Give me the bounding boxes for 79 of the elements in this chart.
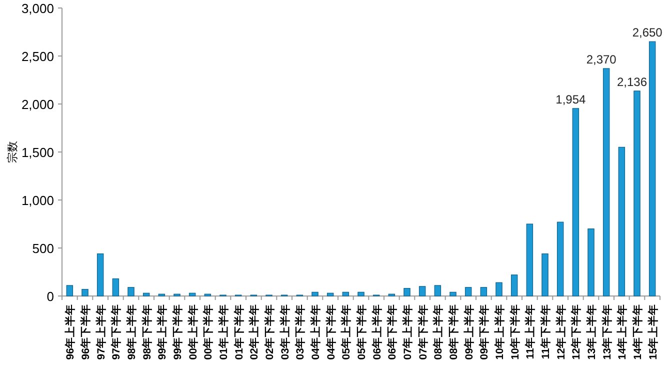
bar	[358, 292, 364, 296]
data-label: 2,136	[616, 74, 648, 89]
x-tick-label: 02年下半年	[263, 304, 276, 360]
bar	[342, 292, 350, 296]
x-tick-label: 15年上半年	[646, 304, 660, 360]
x-tick-label: 12年下半年	[570, 304, 583, 360]
bar	[188, 292, 196, 296]
x-tick-label: 14年下半年	[631, 304, 644, 360]
x-tick-label: 13年上半年	[585, 304, 598, 360]
x-tick-label: 00年上半年	[186, 304, 200, 360]
x-tick-label: 06年下半年	[386, 304, 399, 360]
x-tick-label: 03年上半年	[278, 304, 292, 360]
x-tick-label: 10年上半年	[493, 304, 506, 360]
x-tick-label: 98年上半年	[125, 304, 138, 360]
bar	[66, 285, 74, 296]
x-tick-label: 07年下半年	[416, 304, 430, 360]
bar	[112, 278, 120, 296]
bar	[480, 287, 488, 296]
x-tick-label: 14年上半年	[616, 304, 629, 360]
x-tick-label: 04年上半年	[309, 304, 322, 360]
bar	[418, 286, 426, 296]
y-tick-label: 0	[46, 289, 54, 304]
bar	[634, 90, 640, 296]
x-tick-label: 02年上半年	[248, 304, 261, 360]
bar	[434, 285, 442, 296]
bar	[618, 146, 626, 296]
bar	[496, 282, 502, 296]
y-tick-label: 3,000	[21, 1, 54, 16]
y-tick-label: 2,000	[21, 97, 54, 112]
x-tick-label: 13年下半年	[600, 304, 614, 360]
x-tick-label: 96年下半年	[79, 304, 92, 360]
x-tick-label: 12年上半年	[554, 304, 568, 360]
x-tick-label: 05年下半年	[355, 304, 368, 360]
x-tick-label: 11年下半年	[539, 304, 552, 360]
bar	[526, 224, 534, 296]
y-tick-label: 1,000	[21, 193, 54, 208]
x-tick-label: 10年下半年	[508, 304, 522, 360]
bar	[326, 292, 334, 296]
x-tick-label: 99年上半年	[156, 304, 169, 360]
data-label: 2,370	[586, 52, 617, 66]
x-tick-label: 07年上半年	[401, 304, 414, 360]
x-tick-label: 11年上半年	[524, 304, 537, 360]
bar	[142, 292, 150, 296]
x-tick-label: 08年上半年	[432, 304, 445, 360]
bar	[510, 274, 518, 296]
bar	[464, 287, 472, 296]
x-tick-label: 98年下半年	[140, 304, 154, 360]
x-tick-label: 01年下半年	[232, 304, 246, 360]
x-tick-label: 97年上半年	[94, 304, 108, 360]
x-tick-label: 99年下半年	[171, 304, 184, 360]
bar	[82, 288, 88, 296]
bar	[128, 287, 134, 296]
y-tick-label: 500	[32, 241, 54, 256]
bar	[96, 253, 104, 296]
x-tick-label: 03年下半年	[294, 304, 307, 360]
data-label: 2,650	[632, 26, 663, 40]
x-tick-label: 97年下半年	[110, 304, 123, 360]
bar	[648, 41, 656, 296]
bar	[404, 288, 410, 296]
x-tick-label: 01年上半年	[217, 304, 230, 360]
y-axis-title: 宗数	[6, 141, 19, 163]
bar	[572, 108, 580, 296]
x-tick-label: 09年下半年	[478, 304, 491, 360]
x-tick-label: 00年下半年	[202, 304, 215, 360]
x-tick-label: 96年上半年	[64, 304, 77, 360]
x-tick-label: 09年上半年	[462, 304, 476, 360]
x-tick-label: 06年上半年	[370, 304, 384, 360]
x-tick-label: 04年下半年	[324, 304, 338, 360]
bar	[588, 228, 594, 296]
bar	[542, 253, 548, 296]
bar	[556, 222, 564, 296]
x-tick-label: 08年下半年	[447, 304, 460, 360]
x-tick-label: 05年上半年	[340, 304, 353, 360]
bar	[312, 292, 318, 296]
bar	[450, 292, 456, 296]
data-label: 1,954	[556, 92, 586, 106]
y-tick-label: 1,500	[21, 145, 54, 160]
y-tick-label: 2,500	[21, 49, 54, 64]
bar	[602, 68, 610, 296]
